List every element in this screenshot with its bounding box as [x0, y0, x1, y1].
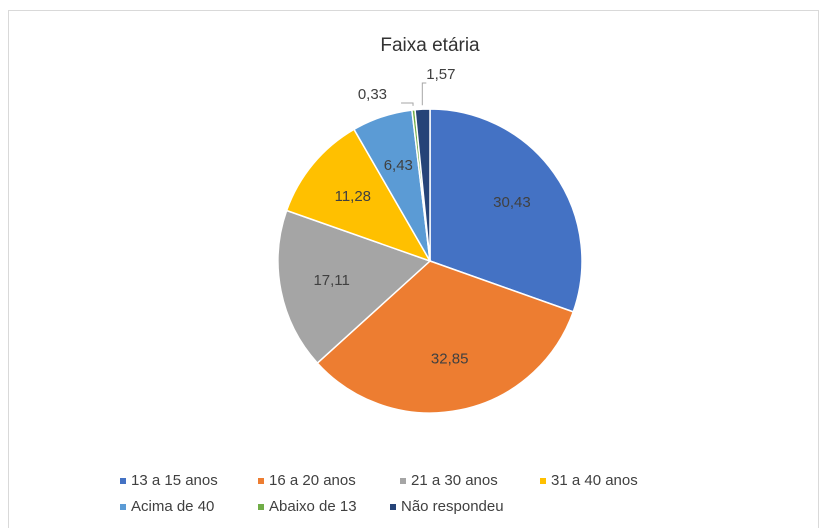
pie-slice — [277, 209, 432, 365]
legend-marker — [390, 504, 396, 510]
legend-marker — [258, 478, 264, 484]
data-label: 1,57 — [426, 66, 455, 83]
legend-marker — [258, 504, 264, 510]
leader-line — [401, 102, 414, 106]
legend-label: 31 a 40 anos — [551, 472, 638, 489]
legend-marker — [540, 478, 546, 484]
pie-slice — [414, 108, 431, 262]
data-label: 11,28 — [335, 188, 371, 205]
data-label: 30,43 — [493, 194, 531, 211]
data-label: 17,11 — [313, 272, 349, 289]
legend-label: 13 a 15 anos — [131, 472, 218, 489]
chart-title: Faixa etária — [380, 35, 480, 56]
data-label: 6,43 — [384, 157, 413, 174]
pie-slice — [285, 128, 432, 263]
legend-marker — [400, 478, 406, 484]
pie-slice — [316, 260, 575, 414]
legend-label: Abaixo de 13 — [269, 498, 357, 515]
data-label: 0,33 — [358, 86, 387, 103]
legend-marker — [120, 504, 126, 510]
leader-line — [421, 82, 427, 106]
legend-label: 21 a 30 anos — [411, 472, 498, 489]
pie-slice — [429, 108, 583, 313]
data-label: 32,85 — [431, 350, 469, 367]
legend-label: 16 a 20 anos — [269, 472, 356, 489]
legend-label: Não respondeu — [401, 498, 504, 515]
legend-marker — [120, 478, 126, 484]
legend-label: Acima de 40 — [131, 498, 214, 515]
